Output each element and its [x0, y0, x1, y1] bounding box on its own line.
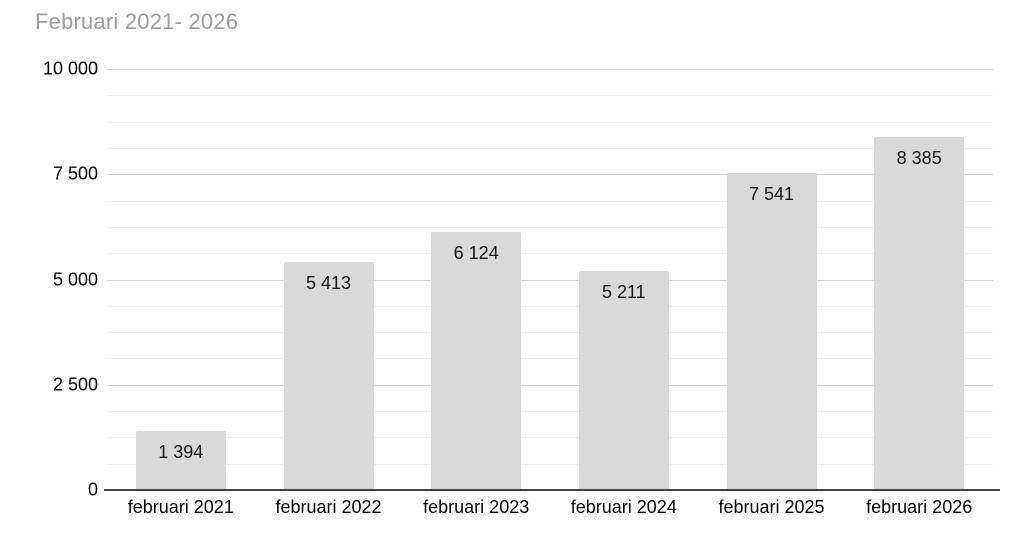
chart-title: Februari 2021- 2026 [35, 9, 239, 34]
major-gridline [107, 384, 993, 386]
major-gridline [107, 69, 993, 70]
minor-gridline [107, 121, 993, 123]
x-axis-category-label: februari 2021 [127, 497, 234, 517]
minor-gridline [107, 437, 993, 439]
bar-value-label: 5 413 [305, 273, 352, 294]
bar-februari-2025: 7 541 [726, 172, 817, 490]
minor-gridline [107, 332, 993, 334]
minor-gridline [107, 147, 993, 149]
y-axis-tick-label: 2 500 [52, 374, 98, 395]
major-gridline [107, 174, 993, 176]
bar-februari-2022: 5 413 [283, 262, 374, 490]
minor-gridline [107, 200, 993, 202]
x-axis-line [104, 489, 1000, 491]
bar-value-label: 1 394 [158, 442, 204, 463]
x-axis-category-label: februari 2023 [423, 497, 530, 517]
y-axis-tick-label: 7 500 [52, 163, 98, 184]
bar-februari-2024: 5 211 [578, 270, 669, 490]
bar-februari-2021: 1 394 [135, 431, 226, 490]
bar-februari-2023: 6 124 [431, 232, 522, 490]
x-axis-category-label: februari 2024 [570, 497, 677, 517]
x-axis-category-label: februari 2022 [275, 497, 382, 517]
y-axis-tick-label: 10 000 [42, 58, 98, 79]
x-axis-category-label: februari 2026 [866, 497, 973, 517]
x-axis-category-label: februari 2025 [718, 497, 825, 517]
minor-gridline [107, 305, 993, 307]
minor-gridline [107, 253, 993, 255]
minor-gridline [107, 463, 993, 465]
bar-value-label: 8 385 [896, 148, 942, 168]
y-axis-tick-label: 0 [87, 479, 98, 500]
minor-gridline [107, 411, 993, 413]
bar-value-label: 6 124 [453, 243, 499, 264]
minor-gridline [107, 358, 993, 360]
bar-value-label: 5 211 [601, 281, 646, 302]
bar-value-label: 7 541 [748, 183, 795, 204]
bar-februari-2026: 8 385 [874, 137, 965, 490]
minor-gridline [107, 226, 993, 228]
minor-gridline [107, 95, 993, 97]
y-axis-tick-label: 5 000 [52, 269, 98, 289]
major-gridline [107, 279, 993, 281]
